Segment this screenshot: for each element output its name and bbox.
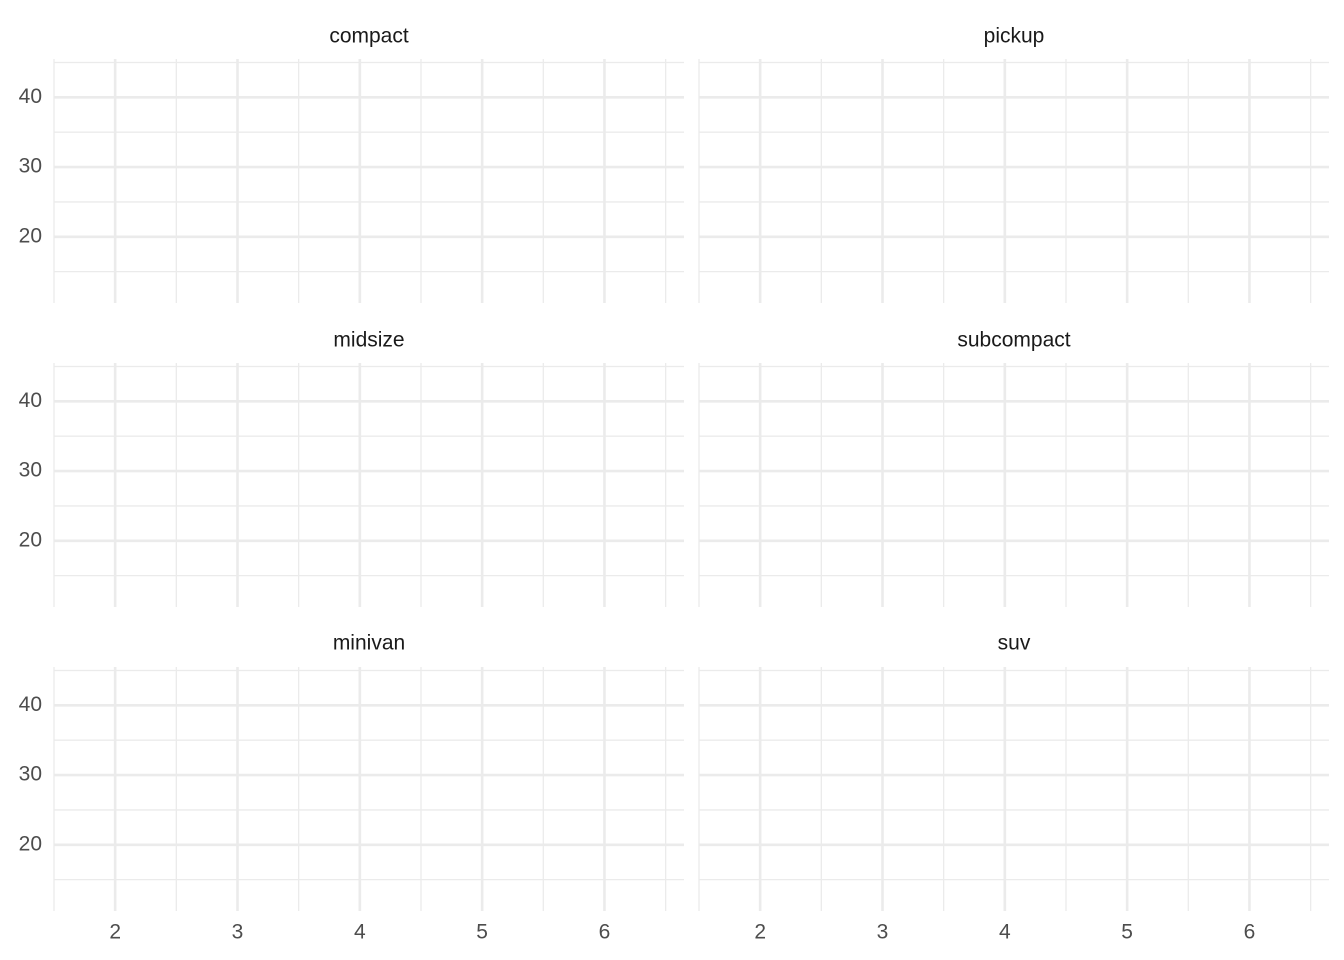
facet-label: suv [998, 632, 1031, 655]
y-tick-label: 30 [19, 459, 42, 482]
x-tick-label: 5 [476, 921, 488, 944]
facet-panel-suv: suv 2 3 4 5 6 [698, 632, 1329, 944]
facet-panel-midsize: midsize 20 30 40 [19, 329, 684, 607]
x-tick-label: 3 [232, 921, 244, 944]
facet-label: minivan [333, 632, 405, 655]
x-tick-label: 3 [877, 921, 889, 944]
facet-label: subcompact [957, 329, 1070, 352]
x-tick-label: 2 [109, 921, 121, 944]
y-tick-label: 20 [19, 832, 42, 855]
y-tick-label: 20 [19, 528, 42, 551]
y-tick-label: 30 [19, 763, 42, 786]
y-tick-label: 40 [19, 693, 42, 716]
facet-panel-pickup: pickup [698, 25, 1329, 303]
x-tick-label: 6 [599, 921, 611, 944]
x-tick-label: 5 [1121, 921, 1133, 944]
y-tick-label: 30 [19, 155, 42, 178]
y-tick-label: 40 [19, 85, 42, 108]
x-tick-label: 4 [999, 921, 1011, 944]
facet-label: midsize [333, 329, 404, 352]
facet-panel-compact: compact 20 30 40 [19, 25, 684, 303]
y-tick-label: 40 [19, 389, 42, 412]
x-tick-label: 2 [754, 921, 766, 944]
x-tick-label: 6 [1244, 921, 1256, 944]
x-tick-label: 4 [354, 921, 366, 944]
y-tick-label: 20 [19, 224, 42, 247]
facet-panel-subcompact: subcompact [698, 329, 1329, 607]
facet-label: compact [329, 25, 409, 48]
facet-label: pickup [984, 25, 1045, 48]
facet-panel-minivan: minivan 20 30 40 2 3 4 5 6 [19, 632, 684, 944]
